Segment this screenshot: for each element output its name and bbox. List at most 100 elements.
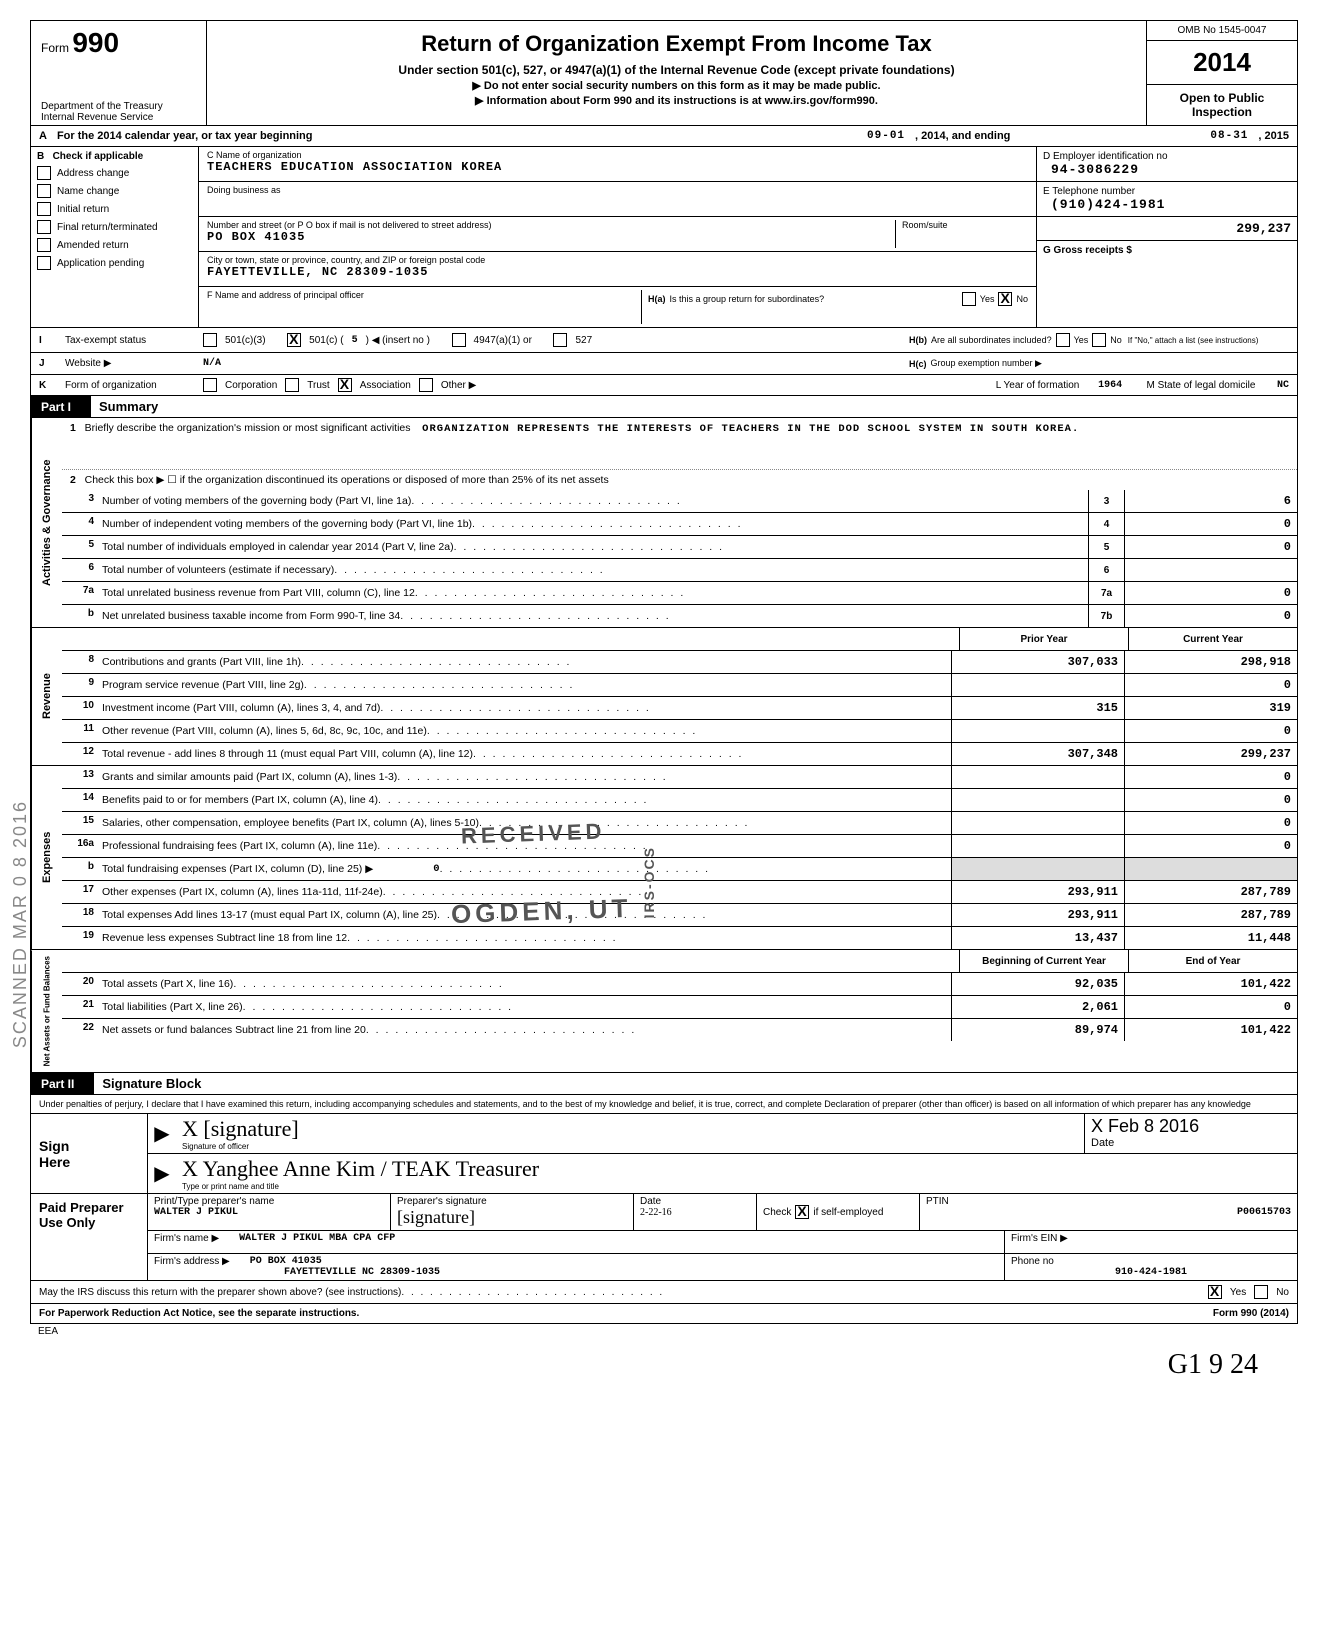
chk-ha-no[interactable] xyxy=(998,292,1012,306)
lbl-501c-tail: ) ◀ (insert no ) xyxy=(366,335,430,346)
arrow-icon-2: ▶ xyxy=(148,1154,176,1193)
chk-501c[interactable] xyxy=(287,333,301,347)
city-val: FAYETTEVILLE, NC 28309-1035 xyxy=(207,265,1028,279)
scanned-stamp: SCANNED MAR 0 8 2016 xyxy=(10,800,31,1048)
firm-name-val: WALTER J PIKUL MBA CPA CFP xyxy=(239,1233,395,1251)
chk-final-return[interactable] xyxy=(37,220,51,234)
website-val: N/A xyxy=(203,358,221,369)
prep-signature[interactable]: [signature] xyxy=(397,1207,627,1228)
name-lbl: Type or print name and title xyxy=(182,1182,1291,1191)
lbl-501c-open: 501(c) ( xyxy=(309,335,343,346)
open-public-2: Inspection xyxy=(1151,105,1293,119)
chk-corp[interactable] xyxy=(203,378,217,392)
lbl-trust: Trust xyxy=(307,380,329,391)
table-row: 4 Number of independent voting members o… xyxy=(62,513,1297,536)
firm-name-lbl: Firm's name ▶ xyxy=(154,1233,219,1251)
row-j-lead: J xyxy=(39,358,57,369)
col-b-head: Check if applicable xyxy=(53,151,144,162)
table-row: 9 Program service revenue (Part VIII, li… xyxy=(62,674,1297,697)
year-formation-lbl: L Year of formation xyxy=(996,380,1080,391)
firm-addr-lbl: Firm's address ▶ xyxy=(154,1256,230,1267)
chk-other[interactable] xyxy=(419,378,433,392)
dept-line-1: Department of the Treasury xyxy=(41,101,196,112)
ha-lbl: H(a) xyxy=(648,294,666,304)
date-lbl: Date xyxy=(1091,1137,1291,1149)
table-row: 13 Grants and similar amounts paid (Part… xyxy=(62,766,1297,789)
sign-here-section: Sign Here ▶ X [signature] Signature of o… xyxy=(30,1114,1298,1194)
vert-revenue: Revenue xyxy=(31,628,62,765)
lbl-amended: Amended return xyxy=(57,240,129,251)
col-c: C Name of organization TEACHERS EDUCATIO… xyxy=(199,147,1036,327)
city-lbl: City or town, state or province, country… xyxy=(207,255,1028,265)
table-row: 11 Other revenue (Part VIII, column (A),… xyxy=(62,720,1297,743)
form-number: 990 xyxy=(72,27,119,58)
chk-assoc[interactable] xyxy=(338,378,352,392)
lbl-527: 527 xyxy=(575,335,592,346)
d-lbl: D Employer identification no xyxy=(1043,151,1168,162)
discuss-question: May the IRS discuss this return with the… xyxy=(39,1287,401,1298)
year-formation-val: 1964 xyxy=(1098,380,1122,391)
hdr-end-year: End of Year xyxy=(1128,950,1297,972)
chk-hb-no[interactable] xyxy=(1092,333,1106,347)
chk-discuss-no[interactable] xyxy=(1254,1285,1268,1299)
chk-discuss-yes[interactable] xyxy=(1208,1285,1222,1299)
chk-amended[interactable] xyxy=(37,238,51,252)
ptin-lbl: PTIN xyxy=(926,1196,1291,1207)
chk-ha-yes[interactable] xyxy=(962,292,976,306)
table-row: 15 Salaries, other compensation, employe… xyxy=(62,812,1297,835)
form-990-page: SCANNED MAR 0 8 2016 Form 990 Department… xyxy=(30,20,1298,1391)
chk-address-change[interactable] xyxy=(37,166,51,180)
sig-lbl: Signature of officer xyxy=(182,1142,1078,1151)
arrow-icon: ▶ xyxy=(148,1114,176,1153)
row-i-lbl: Tax-exempt status xyxy=(65,335,195,346)
tax-year-begin: 09-01 xyxy=(867,130,905,142)
table-row: 12 Total revenue - add lines 8 through 1… xyxy=(62,743,1297,765)
e-lbl: E Telephone number xyxy=(1043,186,1135,197)
subtitle-2a: ▶ Do not enter social security numbers o… xyxy=(217,79,1136,92)
part-2-tag: Part II xyxy=(31,1074,84,1094)
row-a-text: For the 2014 calendar year, or tax year … xyxy=(57,130,313,142)
chk-initial-return[interactable] xyxy=(37,202,51,216)
paperwork-notice: For Paperwork Reduction Act Notice, see … xyxy=(39,1308,359,1319)
discuss-row: May the IRS discuss this return with the… xyxy=(30,1281,1298,1304)
hdr-current-year: Current Year xyxy=(1128,628,1297,650)
row-k-lead: K xyxy=(39,380,57,391)
officer-name[interactable]: X Yanghee Anne Kim / TEAK Treasurer xyxy=(182,1156,1291,1182)
sig-date[interactable]: X Feb 8 2016 xyxy=(1091,1116,1291,1137)
table-row: 3 Number of voting members of the govern… xyxy=(62,490,1297,513)
paid-preparer-section: Paid Preparer Use Only Print/Type prepar… xyxy=(30,1194,1298,1281)
row-a-tail: , 2015 xyxy=(1258,130,1289,142)
chk-name-change[interactable] xyxy=(37,184,51,198)
chk-self-employed[interactable] xyxy=(795,1205,809,1219)
row-a: A For the 2014 calendar year, or tax yea… xyxy=(30,126,1298,147)
header-row: Form 990 Department of the Treasury Inte… xyxy=(30,20,1298,126)
officer-signature[interactable]: X [signature] xyxy=(182,1116,1078,1142)
form-990-footer: Form 990 (2014) xyxy=(1213,1308,1289,1319)
chk-4947[interactable] xyxy=(452,333,466,347)
phone-val: (910)424-1981 xyxy=(1043,197,1291,212)
form-label: Form xyxy=(41,41,69,55)
section-bcd: B Check if applicable Address change Nam… xyxy=(30,147,1298,328)
lbl-final-return: Final return/terminated xyxy=(57,222,158,233)
chk-app-pending[interactable] xyxy=(37,256,51,270)
hb-yes: Yes xyxy=(1074,335,1089,345)
prep-name-lbl: Print/Type preparer's name xyxy=(154,1196,384,1207)
hb-lbl: H(b) xyxy=(909,335,927,345)
chk-hb-yes[interactable] xyxy=(1056,333,1070,347)
hdr-prior-year: Prior Year xyxy=(959,628,1128,650)
ha-text: Is this a group return for subordinates? xyxy=(670,294,825,304)
h-section: H(a) Is this a group return for subordin… xyxy=(641,290,1028,324)
declaration-text: Under penalties of perjury, I declare th… xyxy=(30,1095,1298,1114)
row-k-lbl: Form of organization xyxy=(65,380,195,391)
table-row: 6 Total number of volunteers (estimate i… xyxy=(62,559,1297,582)
table-row: 16a Professional fundraising fees (Part … xyxy=(62,835,1297,858)
org-name: TEACHERS EDUCATION ASSOCIATION KOREA xyxy=(207,160,1028,174)
prep-name-val: WALTER J PIKUL xyxy=(154,1207,384,1218)
part1-expenses: Expenses 13 Grants and similar amounts p… xyxy=(30,766,1298,950)
dept-line-2: Internal Revenue Service xyxy=(41,112,196,123)
chk-trust[interactable] xyxy=(285,378,299,392)
chk-501c3[interactable] xyxy=(203,333,217,347)
table-row: 17 Other expenses (Part IX, column (A), … xyxy=(62,881,1297,904)
subtitle-1: Under section 501(c), 527, or 4947(a)(1)… xyxy=(217,63,1136,77)
chk-527[interactable] xyxy=(553,333,567,347)
